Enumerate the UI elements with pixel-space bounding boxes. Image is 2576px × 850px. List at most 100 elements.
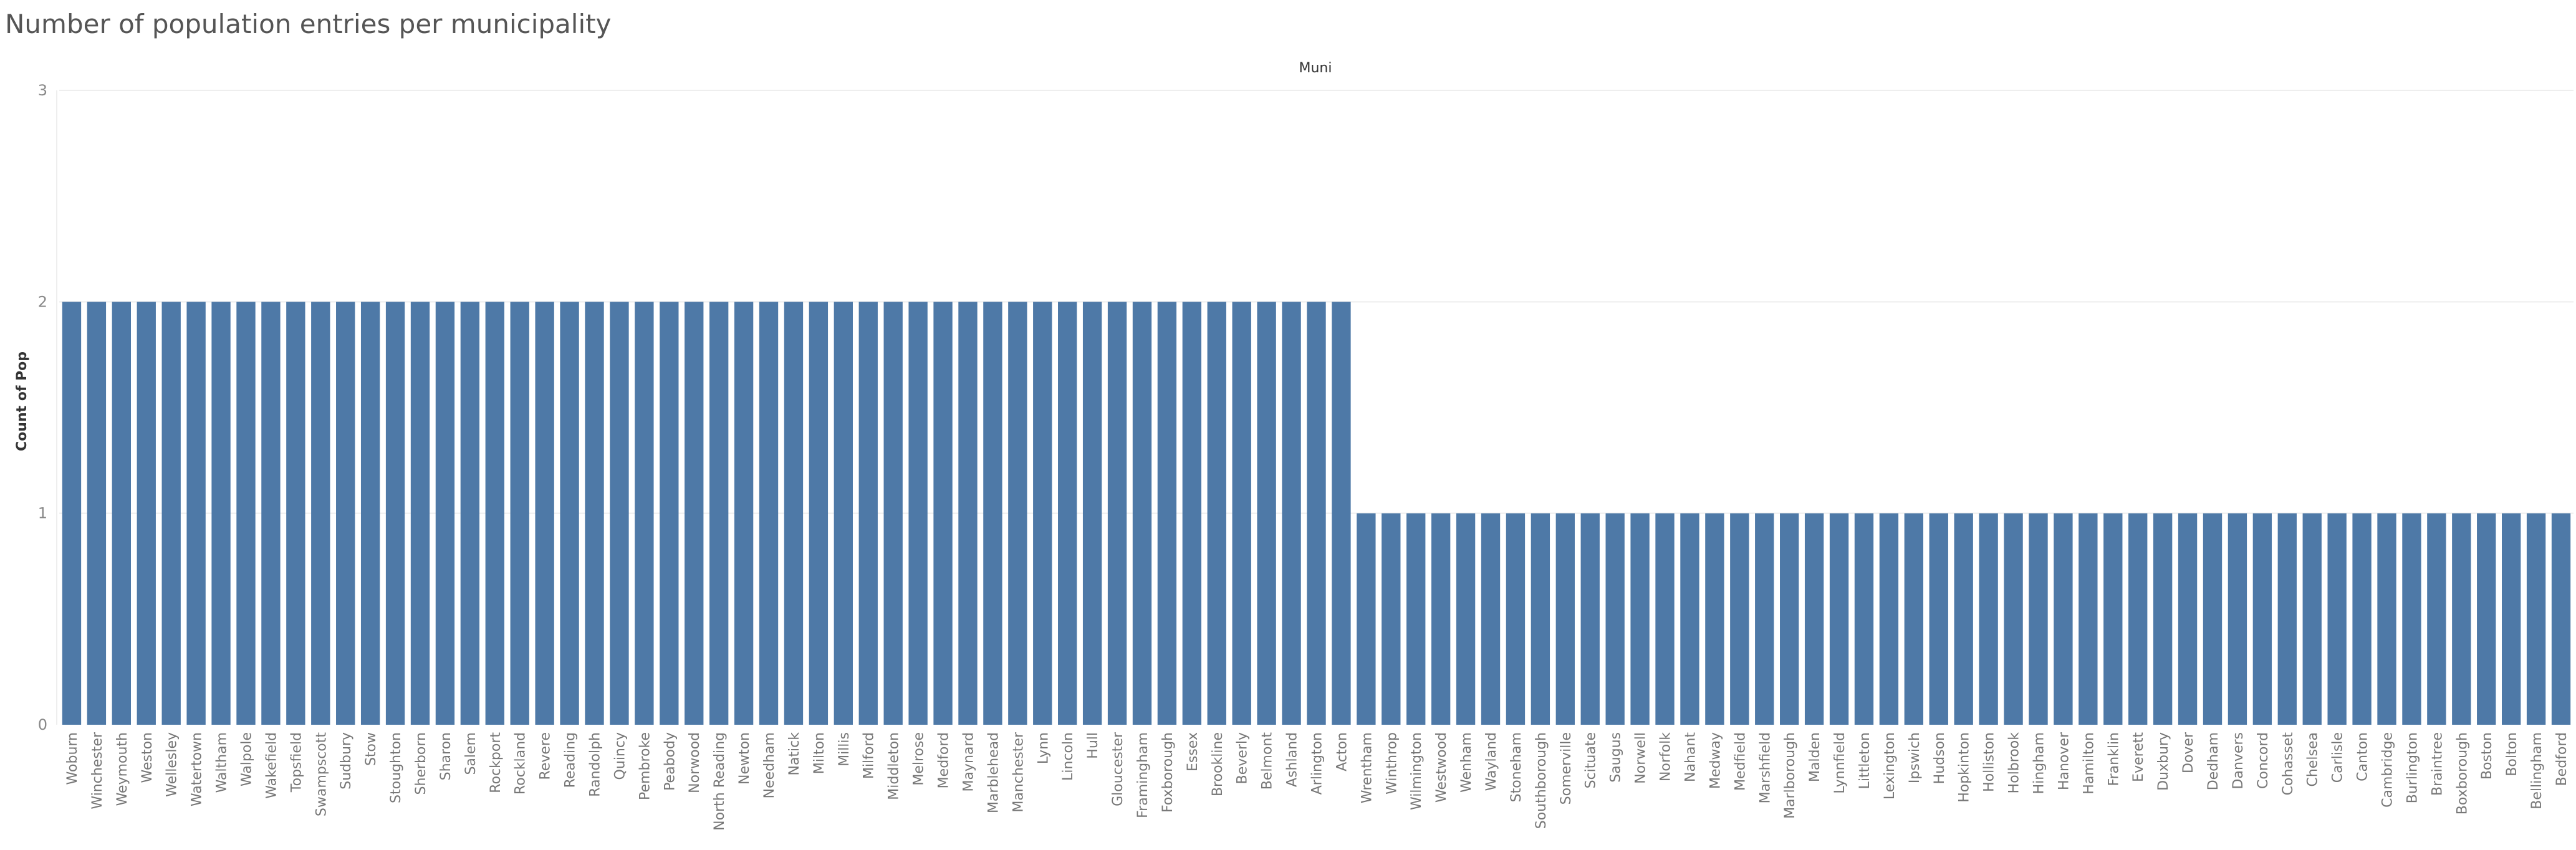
column-header: Muni bbox=[1299, 60, 1332, 76]
x-tick-label: Quincy bbox=[612, 732, 628, 780]
bar bbox=[1531, 513, 1550, 725]
x-tick-label: Melrose bbox=[911, 732, 927, 786]
x-tick-label: Hull bbox=[1085, 732, 1101, 759]
bar bbox=[709, 302, 729, 725]
bar bbox=[2178, 513, 2198, 725]
bar bbox=[2004, 513, 2023, 725]
bar bbox=[2277, 513, 2297, 725]
bar bbox=[1780, 513, 1799, 725]
bar bbox=[1979, 513, 1998, 725]
bar bbox=[2228, 513, 2247, 725]
bar bbox=[87, 302, 107, 725]
x-tick-label: Topsfield bbox=[289, 732, 304, 793]
bar bbox=[1008, 302, 1027, 725]
x-tick-label: Chelsea bbox=[2305, 732, 2321, 786]
bar bbox=[62, 302, 82, 725]
bar bbox=[485, 302, 504, 725]
x-tick-label: Norwood bbox=[687, 732, 703, 793]
x-tick-label: Wrentham bbox=[1359, 732, 1375, 803]
x-tick-label: Winthrop bbox=[1384, 732, 1400, 795]
x-tick-label: Everett bbox=[2131, 732, 2146, 782]
x-axis: Woburn Winchester Weymouth Weston Wellesley W… bbox=[65, 732, 2570, 831]
x-tick-label: Westwood bbox=[1434, 732, 1449, 803]
bar bbox=[2128, 513, 2148, 725]
bar bbox=[883, 302, 903, 725]
x-tick-label: Franklin bbox=[2106, 732, 2122, 786]
x-tick-label: Lincoln bbox=[1060, 732, 1076, 781]
bar bbox=[360, 302, 380, 725]
bar bbox=[1705, 513, 1724, 725]
x-tick-label: Cambridge bbox=[2380, 732, 2396, 808]
chart-title: Number of population entries per municip… bbox=[5, 9, 612, 39]
x-tick-label: Needham bbox=[762, 732, 777, 798]
bar bbox=[734, 302, 754, 725]
x-tick-label: Littleton bbox=[1857, 732, 1873, 789]
x-tick-label: Arlington bbox=[1310, 732, 1325, 795]
x-tick-label: Hanover bbox=[2056, 732, 2072, 790]
bar bbox=[958, 302, 978, 725]
x-tick-label: Wakefield bbox=[264, 732, 279, 799]
bar bbox=[1555, 513, 1575, 725]
y-tick-label: 1 bbox=[38, 505, 47, 522]
bar bbox=[385, 302, 405, 725]
bar bbox=[660, 302, 679, 725]
bar bbox=[1829, 513, 1849, 725]
bar bbox=[2153, 513, 2173, 725]
x-tick-label: Lynnfield bbox=[1832, 732, 1848, 794]
bar bbox=[286, 302, 305, 725]
x-tick-label: Brookline bbox=[1210, 732, 1226, 796]
x-tick-label: Manchester bbox=[1011, 732, 1026, 813]
bar bbox=[2526, 513, 2546, 725]
x-tick-label: Wayland bbox=[1484, 732, 1499, 791]
bar bbox=[2054, 513, 2073, 725]
x-tick-label: Middleton bbox=[887, 732, 902, 800]
bar bbox=[435, 302, 455, 725]
x-tick-label: Lexington bbox=[1882, 732, 1898, 800]
bar bbox=[2327, 513, 2347, 725]
x-tick-label: Southborough bbox=[1534, 732, 1549, 829]
x-tick-label: Stoughton bbox=[388, 732, 404, 803]
bar bbox=[137, 302, 156, 725]
x-tick-label: Ashland bbox=[1285, 732, 1300, 787]
bar bbox=[1655, 513, 1675, 725]
bar bbox=[1481, 513, 1501, 725]
bar bbox=[1033, 302, 1052, 725]
x-tick-label: Norfolk bbox=[1658, 732, 1674, 781]
bar bbox=[1431, 513, 1451, 725]
bar bbox=[1132, 302, 1152, 725]
x-tick-label: Saugus bbox=[1608, 732, 1624, 783]
bar bbox=[1630, 513, 1650, 725]
x-tick-label: Sherborn bbox=[413, 732, 429, 795]
x-tick-label: Belmont bbox=[1260, 732, 1276, 790]
bar bbox=[1282, 302, 1301, 725]
x-tick-label: Boxborough bbox=[2454, 732, 2470, 814]
bar bbox=[336, 302, 355, 725]
bar bbox=[1605, 513, 1625, 725]
bar bbox=[1357, 513, 1376, 725]
bar bbox=[1580, 513, 1600, 725]
bar bbox=[1257, 302, 1276, 725]
bar bbox=[1058, 302, 1077, 725]
x-tick-label: Hingham bbox=[2031, 732, 2047, 794]
x-tick-label: Scituate bbox=[1584, 732, 1599, 788]
x-tick-label: Dover bbox=[2181, 732, 2196, 773]
bar bbox=[2252, 513, 2272, 725]
x-tick-label: Acton bbox=[1334, 732, 1350, 771]
x-tick-label: Milton bbox=[812, 732, 827, 774]
x-tick-label: Boston bbox=[2479, 732, 2495, 780]
x-tick-label: Sudbury bbox=[339, 732, 354, 790]
bar bbox=[1730, 513, 1749, 725]
bar bbox=[186, 302, 206, 725]
y-axis-title: Count of Pop bbox=[14, 351, 30, 451]
bar bbox=[2427, 513, 2446, 725]
bar bbox=[759, 302, 779, 725]
bar bbox=[858, 302, 878, 725]
x-tick-label: Revere bbox=[538, 732, 554, 780]
x-tick-label: Wenham bbox=[1459, 732, 1474, 793]
bar bbox=[809, 302, 829, 725]
x-tick-label: Lynn bbox=[1036, 732, 1051, 764]
bar bbox=[1456, 513, 1476, 725]
bar bbox=[1904, 513, 1924, 725]
bar bbox=[1157, 302, 1177, 725]
bar bbox=[1929, 513, 1948, 725]
